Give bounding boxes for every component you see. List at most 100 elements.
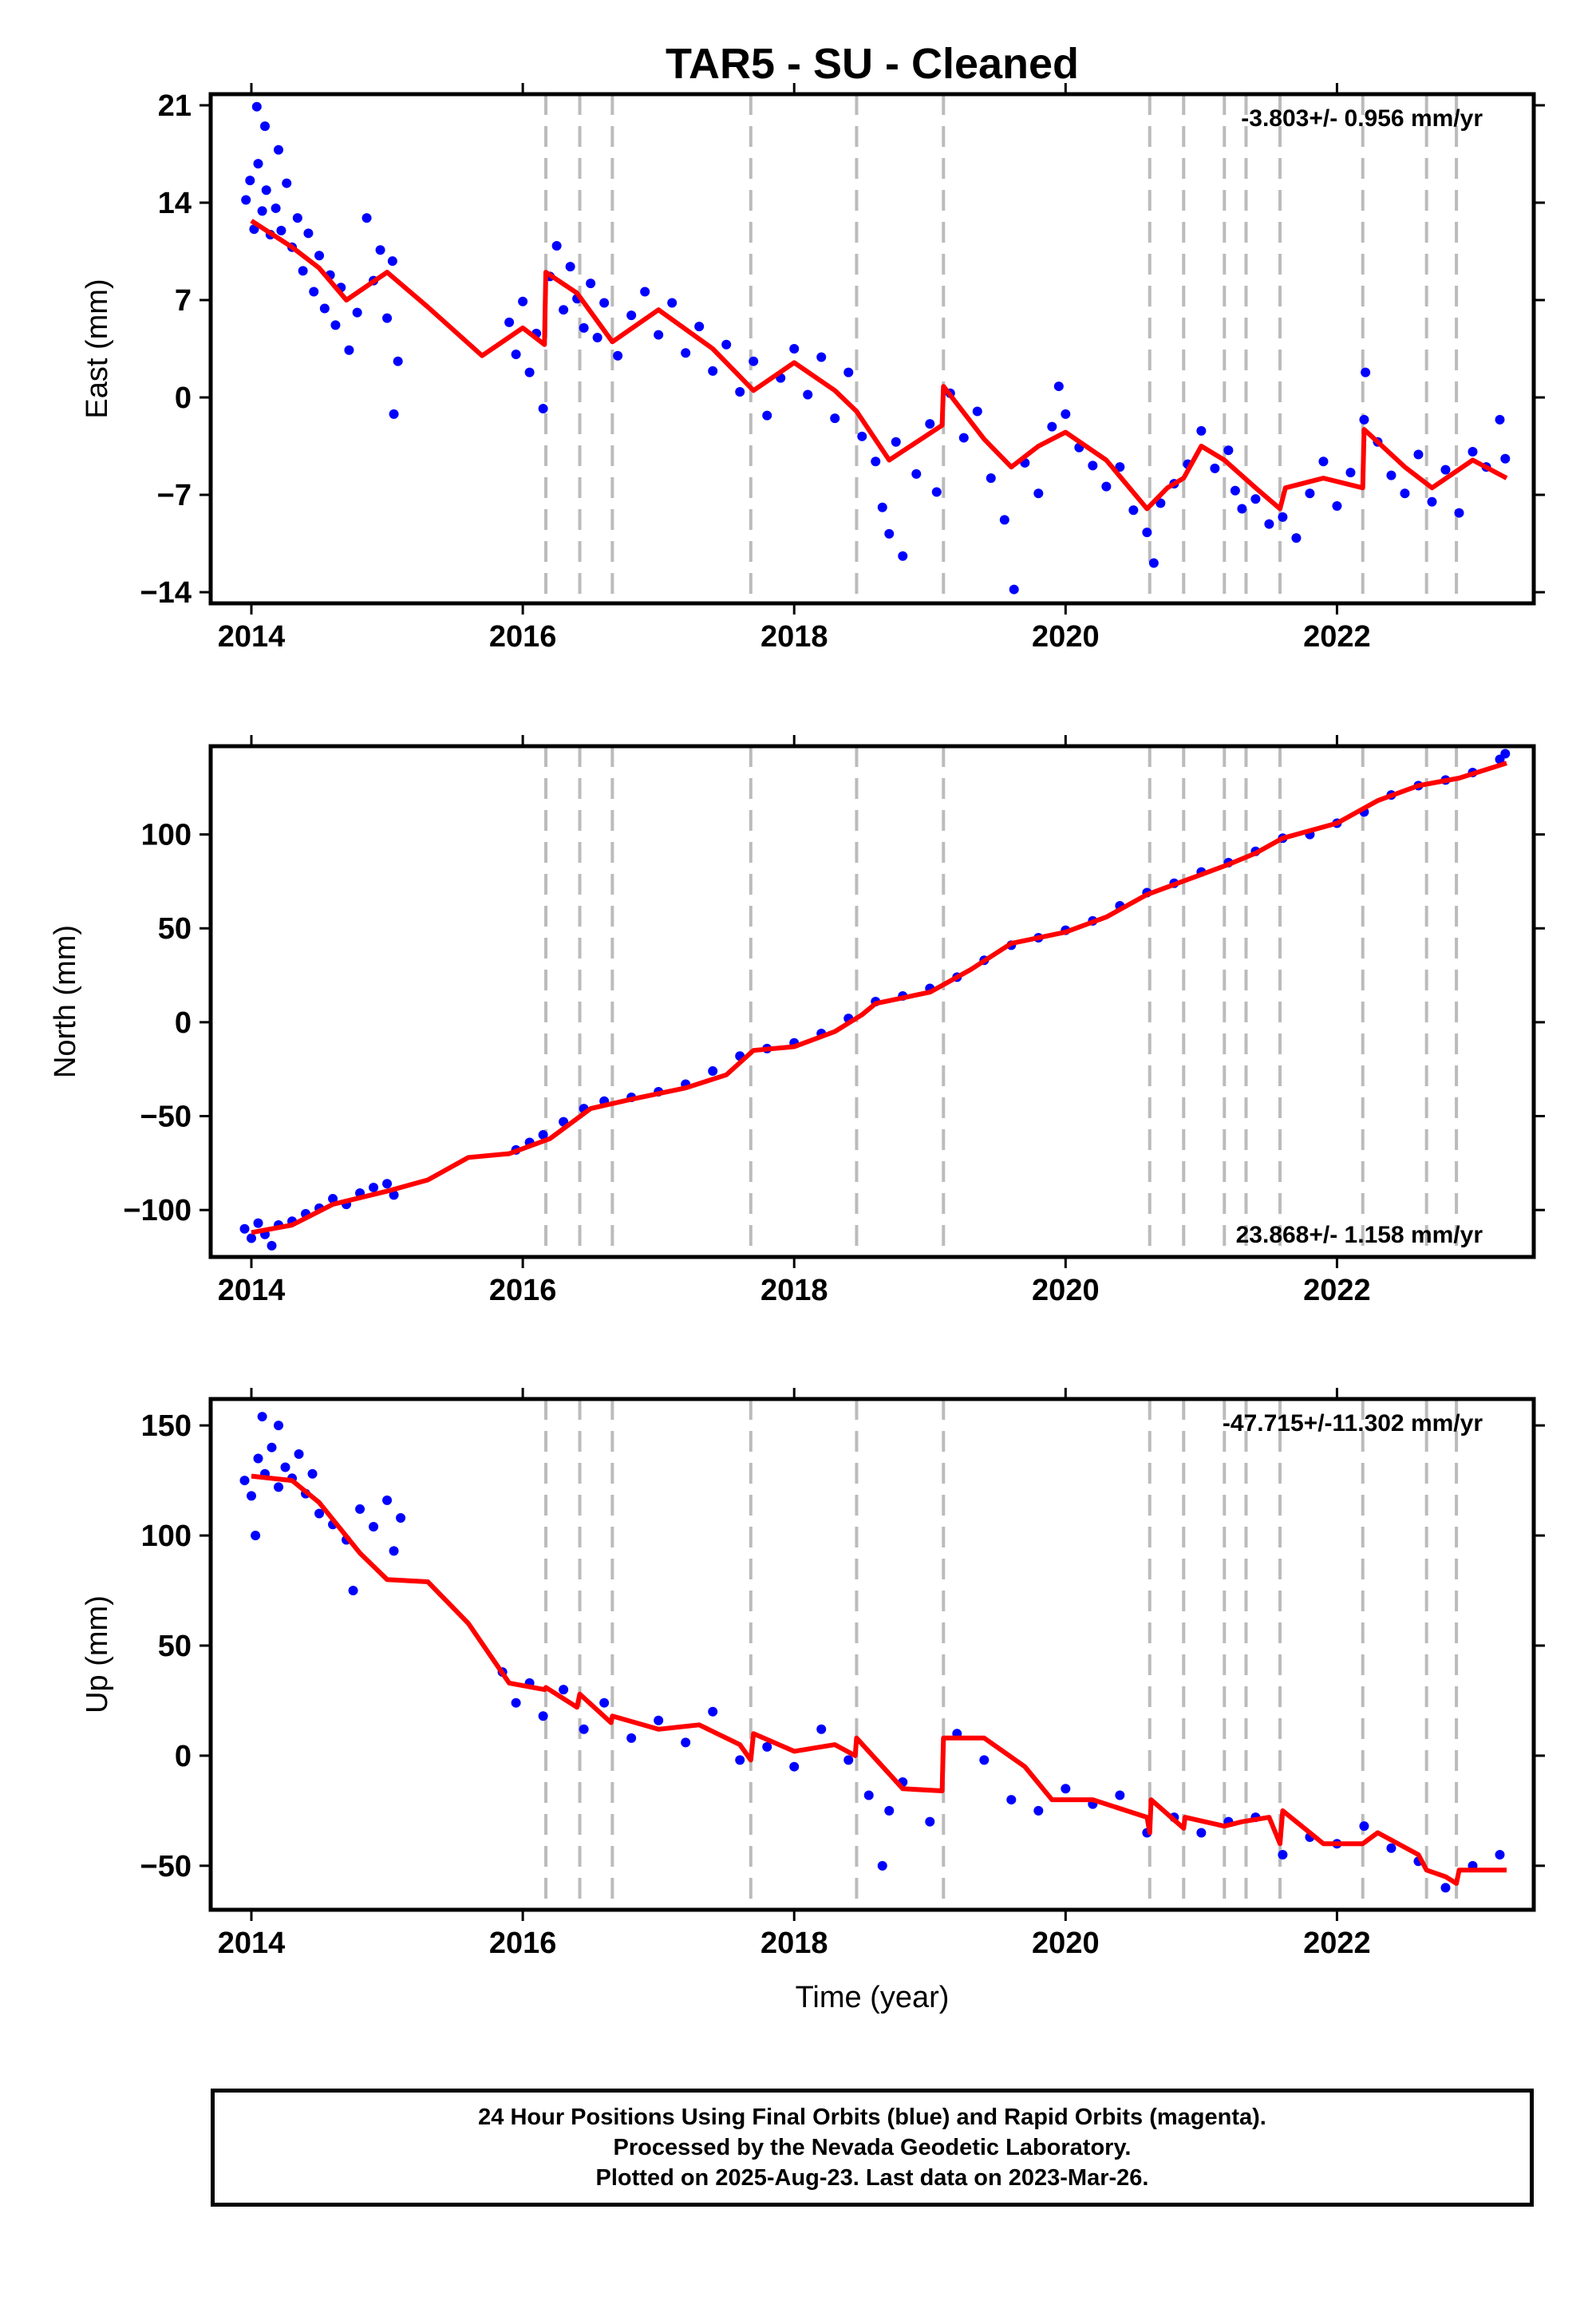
data-point xyxy=(1427,496,1437,507)
x-tick-label: 2022 xyxy=(1303,1274,1371,1307)
data-point xyxy=(586,279,596,289)
data-point xyxy=(1101,481,1112,492)
plot-frame xyxy=(208,744,1536,1259)
data-point xyxy=(389,1546,399,1556)
y-tick-label: 14 xyxy=(158,187,192,220)
data-point xyxy=(640,287,650,297)
data-point xyxy=(559,305,569,315)
data-point xyxy=(271,203,281,213)
data-point xyxy=(1495,1850,1505,1860)
data-point xyxy=(1088,460,1098,471)
plot-area xyxy=(239,746,1511,1257)
data-point xyxy=(314,251,325,261)
footer-box: 24 Hour Positions Using Final Orbits (bl… xyxy=(211,2089,1534,2207)
data-point xyxy=(789,1761,800,1772)
x-axis-label: Time (year) xyxy=(796,1981,950,2014)
data-point xyxy=(239,1476,250,1486)
data-point xyxy=(1156,498,1166,508)
data-point xyxy=(1495,414,1505,425)
data-point xyxy=(1142,528,1152,538)
x-tick-label: 2018 xyxy=(760,620,828,654)
data-point xyxy=(1318,456,1329,467)
data-point xyxy=(538,403,548,413)
data-point xyxy=(1413,449,1424,460)
y-axis-label: East (mm) xyxy=(81,279,114,418)
data-point xyxy=(1400,488,1410,499)
y-tick-label: 0 xyxy=(175,381,192,415)
data-point xyxy=(599,298,610,308)
x-tick-label: 2018 xyxy=(760,1927,828,1960)
data-point xyxy=(972,406,982,417)
data-point xyxy=(251,1531,261,1541)
x-tick-label: 2014 xyxy=(218,1927,286,1960)
data-point xyxy=(843,1755,854,1765)
data-point xyxy=(1033,488,1044,499)
data-point xyxy=(396,1512,406,1523)
plot-frame xyxy=(208,92,1536,606)
data-point xyxy=(1033,1805,1044,1816)
data-point xyxy=(245,176,255,186)
data-point xyxy=(294,1448,304,1459)
x-tick-label: 2016 xyxy=(489,1927,557,1960)
footer-line-2: Processed by the Nevada Geodetic Laborat… xyxy=(613,2135,1132,2160)
data-point xyxy=(251,101,262,112)
y-tick-label: −50 xyxy=(140,1101,192,1134)
data-point xyxy=(1500,453,1511,464)
data-point xyxy=(267,1240,277,1251)
data-point xyxy=(328,1194,338,1204)
data-point xyxy=(1468,446,1478,456)
data-point xyxy=(1278,1850,1288,1860)
data-point xyxy=(877,502,887,512)
data-point xyxy=(1061,409,1071,419)
data-point xyxy=(871,456,881,467)
data-point xyxy=(348,1586,358,1595)
data-point xyxy=(958,433,969,443)
data-point xyxy=(309,287,319,297)
data-point xyxy=(1148,558,1159,568)
data-point xyxy=(382,1179,393,1189)
plot-area xyxy=(241,94,1511,603)
x-tick-label: 2022 xyxy=(1303,1927,1371,1960)
data-point xyxy=(538,1711,548,1721)
data-point xyxy=(1237,504,1247,514)
data-point xyxy=(239,1223,250,1234)
data-point xyxy=(511,349,521,359)
data-point xyxy=(559,1685,569,1695)
y-tick-label: 100 xyxy=(141,1520,192,1553)
data-point xyxy=(298,266,308,276)
x-tick-label: 2020 xyxy=(1032,1927,1100,1960)
data-point xyxy=(1196,1828,1207,1838)
data-point xyxy=(803,389,813,400)
data-point xyxy=(280,1462,290,1472)
data-point xyxy=(1115,1790,1125,1800)
data-point xyxy=(999,515,1009,525)
data-point xyxy=(626,1733,637,1743)
model-line xyxy=(251,761,1507,1235)
y-tick-label: −100 xyxy=(123,1194,192,1227)
panel-east: 2014 2016 2018 2020 2022 21 14 7 0 −7 −14 East (mm)… xyxy=(81,83,1545,654)
y-tick-label: 100 xyxy=(141,819,192,852)
data-point xyxy=(1047,421,1057,432)
data-point xyxy=(1386,1843,1396,1853)
panels: 2014 2016 2018 2020 2022 21 14 7 0 −7 −14 East (mm)… xyxy=(49,83,1545,1960)
data-point xyxy=(694,322,705,332)
data-point xyxy=(592,333,602,343)
data-point xyxy=(891,437,901,447)
plot-area xyxy=(239,1399,1507,1910)
y-tick-label: 50 xyxy=(158,1630,192,1663)
data-point xyxy=(1440,464,1451,475)
data-point xyxy=(253,1218,263,1228)
data-point xyxy=(504,317,515,327)
data-point xyxy=(1210,463,1220,473)
data-point xyxy=(1305,488,1315,499)
data-point xyxy=(1006,1795,1017,1805)
data-point xyxy=(681,348,691,358)
data-point xyxy=(667,298,678,308)
model-line xyxy=(250,219,1508,512)
data-point xyxy=(735,1755,745,1765)
data-point xyxy=(884,1805,895,1816)
data-point xyxy=(241,195,251,205)
y-tick-label: −14 xyxy=(140,576,192,610)
data-point xyxy=(1196,425,1207,436)
data-point xyxy=(253,1453,263,1464)
